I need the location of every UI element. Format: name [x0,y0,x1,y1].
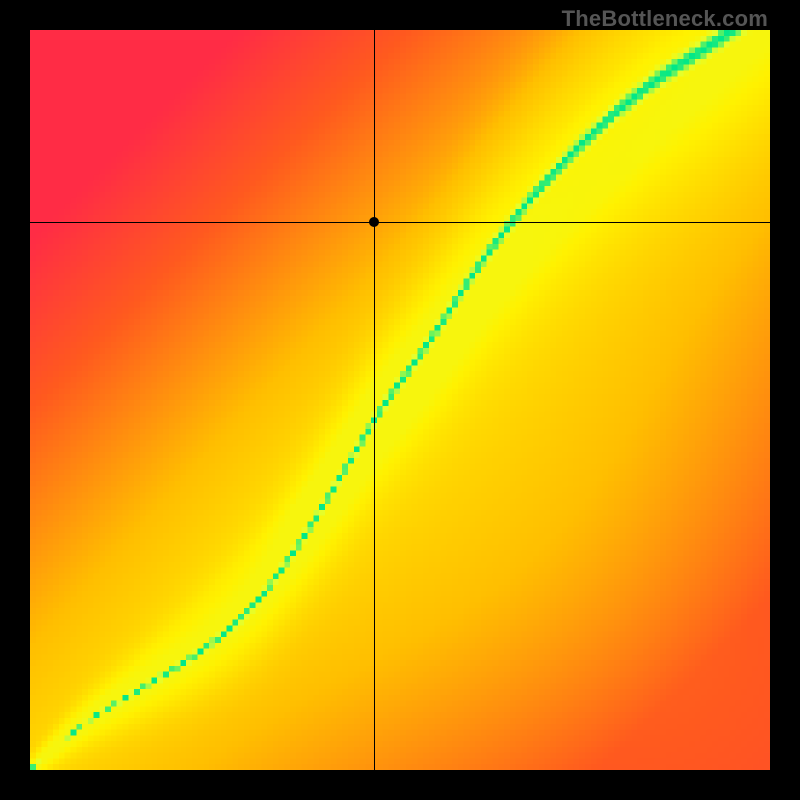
plot-area [30,30,770,770]
heatmap-canvas [30,30,770,770]
crosshair-marker [369,217,379,227]
crosshair-horizontal [30,222,770,223]
root: TheBottleneck.com [0,0,800,800]
watermark-text: TheBottleneck.com [562,6,768,32]
crosshair-vertical [374,30,375,770]
